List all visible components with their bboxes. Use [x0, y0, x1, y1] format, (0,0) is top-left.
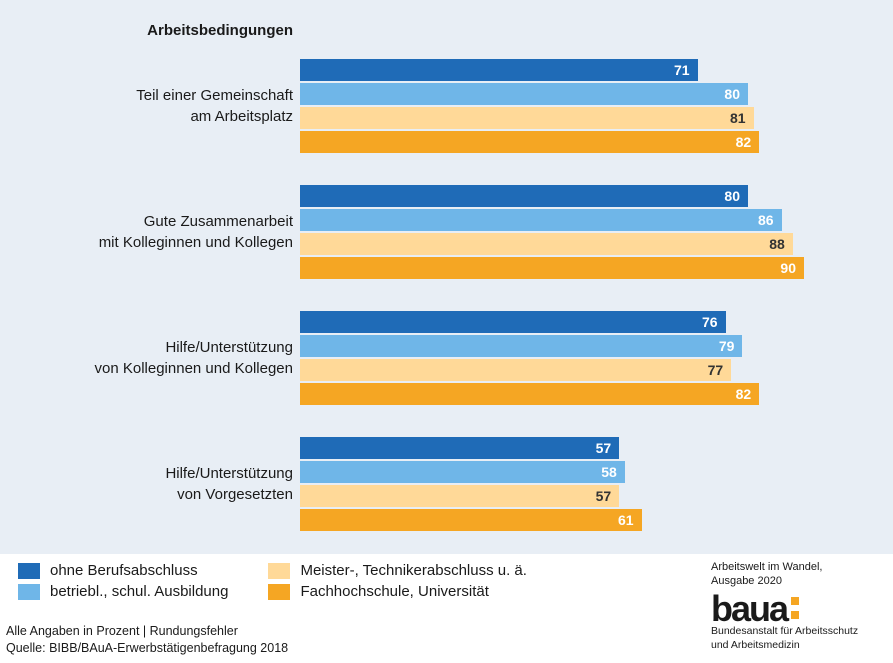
legend-item: Meister-, Technikerabschluss u. ä. [268, 562, 527, 579]
bar-value: 57 [596, 488, 612, 504]
bar-value: 71 [674, 62, 690, 78]
org-line2: und Arbeitsmedizin [711, 639, 800, 651]
group-label: Gute Zusammenarbeitmit Kolleginnen und K… [99, 211, 293, 253]
legend: ohne Berufsabschluss betriebl., schul. Au… [18, 562, 527, 600]
chart-area: Arbeitsbedingungen Teil einer Gemeinscha… [0, 0, 893, 554]
bar-row: 81 [300, 106, 860, 130]
bar-value: 90 [780, 260, 796, 276]
bar-row: 82 [300, 382, 860, 406]
bar-stack: 57 58 57 61 [300, 436, 860, 532]
logo: baua [711, 595, 881, 624]
bar-row: 76 [300, 310, 860, 334]
bar: 82 [300, 131, 759, 153]
bar-row: 80 [300, 82, 860, 106]
group-label: Teil einer Gemeinschaftam Arbeitsplatz [136, 85, 293, 127]
bar-value: 80 [724, 86, 740, 102]
logo-text: baua [711, 595, 787, 624]
group-label: Hilfe/Unterstützungvon Kolleginnen und K… [95, 337, 294, 379]
bar: 58 [300, 461, 625, 483]
chart-group: Teil einer Gemeinschaftam Arbeitsplatz71… [0, 58, 893, 154]
bar-value: 82 [736, 134, 752, 150]
bar-row: 57 [300, 436, 860, 460]
bar: 79 [300, 335, 742, 357]
bar: 88 [300, 233, 793, 255]
note-percent: Alle Angaben in Prozent | Rundungsfehler [6, 623, 288, 640]
bar-row: 82 [300, 130, 860, 154]
edition-line1: Arbeitswelt im Wandel, [711, 561, 822, 573]
org-line1: Bundesanstalt für Arbeitsschutz [711, 625, 858, 637]
bar: 76 [300, 311, 726, 333]
bar-value: 76 [702, 314, 718, 330]
bar-value: 86 [758, 212, 774, 228]
bar: 61 [300, 509, 642, 531]
bar-stack: 71 80 81 82 [300, 58, 860, 154]
bar: 82 [300, 383, 759, 405]
legend-label: Fachhochschule, Universität [300, 583, 488, 600]
bar: 81 [300, 107, 754, 129]
legend-label: betriebl., schul. Ausbildung [50, 583, 228, 600]
legend-column: Meister-, Technikerabschluss u. ä. Fachho… [268, 562, 527, 600]
bar: 57 [300, 437, 619, 459]
footer: ohne Berufsabschluss betriebl., schul. Au… [0, 554, 893, 663]
note-source: Quelle: BIBB/BAuA-Erwerbstätigenbefragun… [6, 640, 288, 657]
bar-value: 80 [724, 188, 740, 204]
bar-value: 58 [601, 464, 617, 480]
logo-dots-icon [791, 597, 799, 623]
edition-line2: Ausgabe 2020 [711, 575, 782, 587]
bar-row: 80 [300, 184, 860, 208]
bar-row: 77 [300, 358, 860, 382]
chart-group: Gute Zusammenarbeitmit Kolleginnen und K… [0, 184, 893, 280]
bar-row: 86 [300, 208, 860, 232]
legend-item: ohne Berufsabschluss [18, 562, 228, 579]
footer-right: Arbeitswelt im Wandel, Ausgabe 2020 baua… [711, 560, 881, 652]
bar-stack: 7679 77 82 [300, 310, 860, 406]
bar: 71 [300, 59, 698, 81]
edition: Arbeitswelt im Wandel, Ausgabe 2020 [711, 560, 881, 589]
bar-row: 79 [300, 334, 860, 358]
bar-value: 81 [730, 110, 746, 126]
chart-header: Arbeitsbedingungen [147, 22, 293, 39]
bar: 77 [300, 359, 731, 381]
bar-row: 61 [300, 508, 860, 532]
bar-value: 61 [618, 512, 634, 528]
org-name: Bundesanstalt für Arbeitsschutz und Arbe… [711, 625, 881, 651]
chart-group: Hilfe/Unterstützungvon Vorgesetzten57585… [0, 436, 893, 532]
bar-value: 77 [708, 362, 724, 378]
bar: 80 [300, 83, 748, 105]
bar-value: 57 [596, 440, 612, 456]
bar-value: 88 [769, 236, 785, 252]
bar-value: 82 [736, 386, 752, 402]
bar-row: 88 [300, 232, 860, 256]
bar: 57 [300, 485, 619, 507]
bar-row: 57 [300, 484, 860, 508]
legend-item: betriebl., schul. Ausbildung [18, 583, 228, 600]
group-label: Hilfe/Unterstützungvon Vorgesetzten [165, 463, 293, 505]
footer-notes: Alle Angaben in Prozent | Rundungsfehler… [6, 623, 288, 657]
chart-group: Hilfe/Unterstützungvon Kolleginnen und K… [0, 310, 893, 406]
bar-stack: 80 86 88 90 [300, 184, 860, 280]
legend-label: ohne Berufsabschluss [50, 562, 198, 579]
bar: 90 [300, 257, 804, 279]
legend-swatch-icon [18, 584, 40, 600]
bar: 80 [300, 185, 748, 207]
legend-swatch-icon [18, 563, 40, 579]
legend-item: Fachhochschule, Universität [268, 583, 527, 600]
legend-label: Meister-, Technikerabschluss u. ä. [300, 562, 527, 579]
bar-row: 90 [300, 256, 860, 280]
bar-row: 58 [300, 460, 860, 484]
bar-value: 79 [719, 338, 735, 354]
legend-swatch-icon [268, 563, 290, 579]
legend-swatch-icon [268, 584, 290, 600]
chart-groups: Teil einer Gemeinschaftam Arbeitsplatz71… [0, 58, 893, 562]
bar: 86 [300, 209, 782, 231]
legend-column: ohne Berufsabschluss betriebl., schul. Au… [18, 562, 228, 600]
bar-row: 71 [300, 58, 860, 82]
